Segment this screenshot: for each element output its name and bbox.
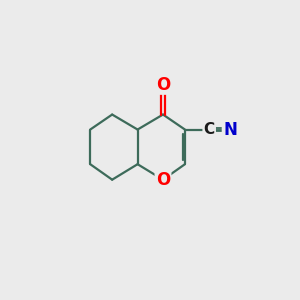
Text: C: C xyxy=(204,122,215,137)
Text: O: O xyxy=(156,76,170,94)
Text: O: O xyxy=(156,171,170,189)
Text: N: N xyxy=(223,121,237,139)
